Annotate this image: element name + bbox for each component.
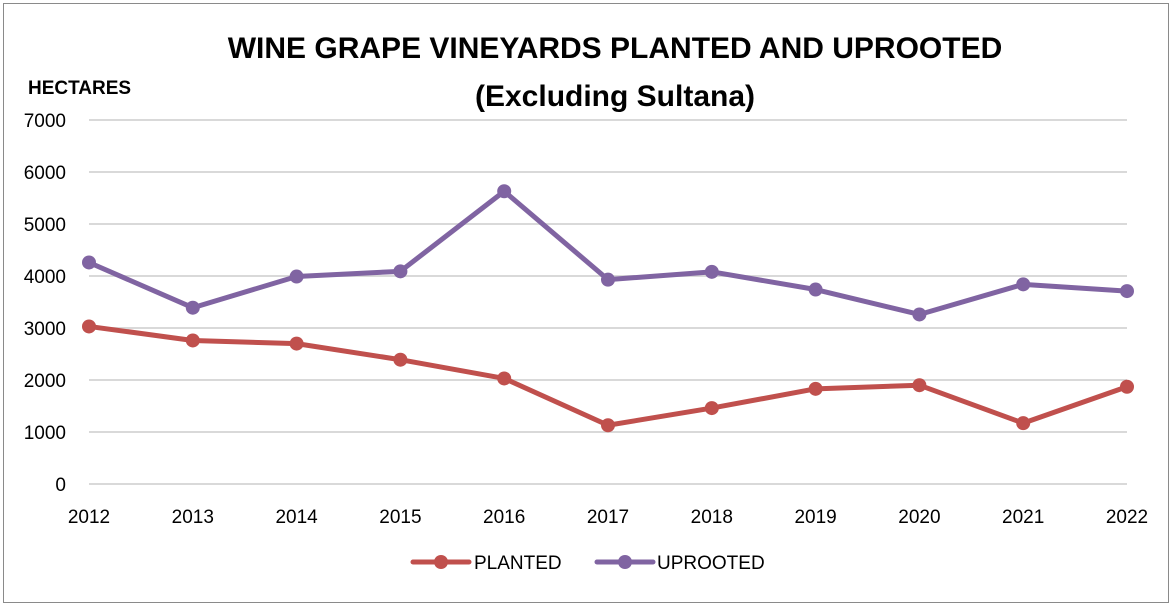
data-point: [704, 264, 719, 279]
data-point: [82, 319, 96, 334]
data-point: [1016, 277, 1031, 292]
y-tick-label: 1000: [24, 423, 66, 444]
legend-item: UPROOTED: [594, 553, 765, 574]
x-tick-label: 2021: [1002, 507, 1044, 528]
data-point: [601, 272, 615, 287]
y-tick-label: 7000: [24, 111, 66, 132]
series-uprooted: [82, 184, 1134, 322]
legend-item: PLANTED: [410, 553, 562, 574]
legend-swatch-marker: [618, 555, 632, 569]
data-point: [289, 269, 304, 284]
chart-title: WINE GRAPE VINEYARDS PLANTED AND UPROOTE…: [228, 32, 1003, 65]
x-tick-label: 2012: [68, 507, 110, 528]
data-point: [912, 307, 927, 322]
data-point: [808, 381, 823, 396]
series-line: [86, 323, 1130, 428]
x-tick-label: 2017: [587, 507, 629, 528]
y-tick-label: 6000: [24, 163, 66, 184]
chart-subtitle: (Excluding Sultana): [475, 80, 755, 113]
legend: PLANTED UPROOTED: [410, 553, 765, 574]
data-point: [497, 371, 512, 386]
data-point: [808, 282, 823, 297]
y-tick-label: 5000: [24, 215, 66, 236]
x-tick-label: 2014: [275, 507, 318, 528]
data-point: [289, 336, 304, 351]
x-tick-label: 2019: [794, 507, 836, 528]
x-tick-label: 2016: [483, 507, 525, 528]
series-lines: [82, 184, 1134, 433]
x-tick-label: 2020: [898, 507, 940, 528]
x-tick-labels: 2012 2013 2014 2015 2016 2017 2018 2019 2020 2021…: [68, 507, 1148, 528]
data-point: [1016, 416, 1031, 431]
data-point: [82, 255, 96, 270]
legend-label: UPROOTED: [657, 553, 765, 574]
x-tick-label: 2013: [172, 507, 214, 528]
y-tick-label: 2000: [24, 371, 66, 392]
y-tick-label: 4000: [24, 267, 66, 288]
y-tick-label: 0: [55, 475, 66, 496]
data-point: [1120, 284, 1134, 299]
data-point: [185, 300, 200, 315]
data-point: [601, 418, 615, 433]
x-tick-label: 2022: [1106, 507, 1148, 528]
series-line: [86, 188, 1130, 317]
data-point: [393, 264, 408, 279]
data-point: [185, 333, 200, 348]
y-axis-label: HECTARES: [28, 78, 131, 99]
x-tick-label: 2018: [691, 507, 733, 528]
y-tick-labels: 0 1000 2000 3000 4000 5000 6000 7000: [24, 111, 66, 496]
data-point: [393, 352, 408, 367]
data-point: [912, 378, 927, 393]
data-point: [704, 401, 719, 416]
legend-swatch-marker: [434, 555, 448, 569]
x-tick-label: 2015: [379, 507, 421, 528]
y-tick-label: 3000: [24, 319, 66, 340]
series-planted: [82, 319, 1134, 433]
data-point: [1120, 379, 1134, 394]
data-point: [497, 184, 512, 199]
legend-label: PLANTED: [474, 553, 562, 574]
